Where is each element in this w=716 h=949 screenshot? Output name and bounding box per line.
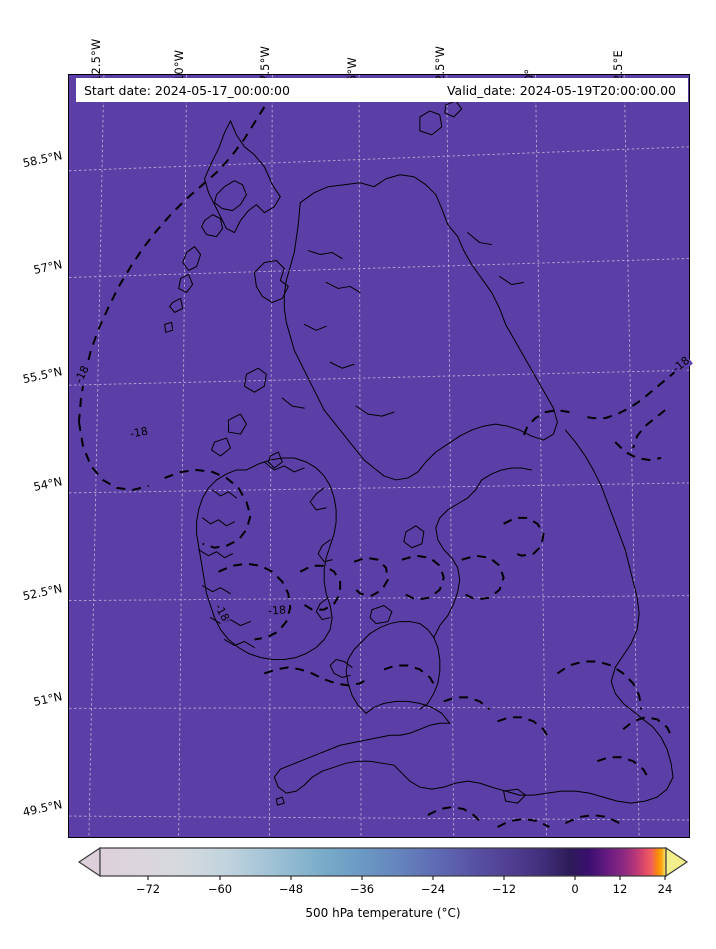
colorbar-tick--48: −48 <box>278 882 304 896</box>
lat-tick-52.5N: 52.5°N <box>21 581 64 604</box>
map-canvas <box>69 75 689 837</box>
graticule-gridlines <box>69 75 689 837</box>
valid-date-label: Valid_date: 2024-05-19T20:00:00.00 <box>446 82 676 98</box>
colorbar-tick-0: 0 <box>571 882 579 896</box>
temperature-field <box>69 75 689 837</box>
isotherm-contour-minus18 <box>77 106 689 828</box>
lon-tick-2.5W: 2.5°W <box>433 46 447 82</box>
date-title-bar: Start date: 2024-05-17_00:00:00 Valid_da… <box>76 78 688 102</box>
colorbar-tick-12: 12 <box>612 882 628 896</box>
lat-tick-58.5N: 58.5°N <box>21 148 64 171</box>
start-date-label: Start date: 2024-05-17_00:00:00 <box>84 82 290 98</box>
colorbar-tick-24: 24 <box>657 882 673 896</box>
colorbar-ticks <box>147 876 666 880</box>
colorbar-tick--36: −36 <box>349 882 375 896</box>
colorbar-tick--60: −60 <box>207 882 233 896</box>
lat-tick-55.5N: 55.5°N <box>21 364 64 387</box>
lat-tick-54N: 54°N <box>32 474 64 494</box>
lat-tick-57N: 57°N <box>32 257 64 277</box>
colorbar-tick--12: −12 <box>491 882 517 896</box>
colorbar-under-arrow <box>77 846 101 878</box>
coastlines <box>164 80 674 806</box>
colorbar-tick--24: −24 <box>420 882 446 896</box>
colorbar-tick--72: −72 <box>135 882 161 896</box>
lat-tick-51N: 51°N <box>32 689 64 709</box>
colorbar-over-arrow <box>665 846 689 878</box>
lon-tick-12.5W: 12.5°W <box>89 38 103 82</box>
colorbar[interactable]: −72 −60 −48 −36 −24 −12 0 12 24 500 hPa … <box>76 846 690 920</box>
lon-tick-7.5W: 7.5°W <box>258 46 272 82</box>
map-panel[interactable] <box>68 74 690 838</box>
colorbar-bar <box>99 847 667 877</box>
colorbar-gradient <box>77 846 689 880</box>
contour-label-minus18-celtic-sea: -18 <box>266 603 288 618</box>
lat-tick-49.5N: 49.5°N <box>21 797 64 820</box>
colorbar-axis-label: 500 hPa temperature (°C) <box>305 906 461 920</box>
